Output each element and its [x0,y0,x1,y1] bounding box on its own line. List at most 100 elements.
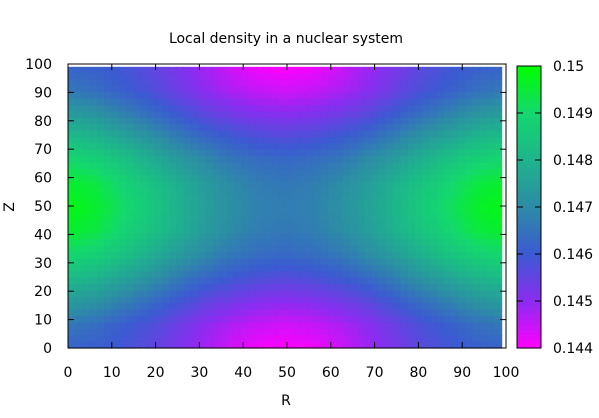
heatmap-cell [227,259,235,266]
heatmap-cell [270,303,278,310]
heatmap-cell [227,284,235,291]
heatmap-cell [480,195,488,202]
heatmap-cell [162,182,170,189]
heatmap-cell [97,246,105,253]
heatmap-cell [234,207,242,214]
heatmap-cell [335,73,343,80]
heatmap-cell [343,195,351,202]
heatmap-cell [444,239,452,246]
heatmap-cell [364,297,372,304]
heatmap-cell [82,131,90,138]
heatmap-cell [169,175,177,182]
heatmap-cell [249,227,257,234]
heatmap-cell [494,214,502,221]
heatmap-cell [111,227,119,234]
heatmap-cell [249,188,257,195]
heatmap-cell [68,259,76,266]
heatmap-cell [155,252,163,259]
heatmap-cell [465,67,473,74]
heatmap-cell [343,73,351,80]
heatmap-cell [140,112,148,119]
heatmap-cell [480,278,488,285]
heatmap-cell [314,86,322,93]
heatmap-cell [270,131,278,138]
colorbar-band [517,323,541,327]
heatmap-cell [68,105,76,112]
heatmap-cell [487,175,495,182]
heatmap-cell [97,322,105,329]
heatmap-cell [379,80,387,87]
heatmap-cell [249,335,257,342]
heatmap-cell [278,118,286,125]
heatmap-cell [372,137,380,144]
heatmap-cell [400,195,408,202]
heatmap-cell [191,329,199,336]
heatmap-cell [379,182,387,189]
heatmap-cell [140,150,148,157]
heatmap-cell [82,278,90,285]
heatmap-cell [162,278,170,285]
heatmap-cell [263,182,271,189]
heatmap-cell [299,92,307,99]
heatmap-cell [343,118,351,125]
colorbar-band [517,281,541,285]
heatmap-cell [343,86,351,93]
heatmap-cell [451,278,459,285]
heatmap-cell [148,214,156,221]
heatmap-cell [429,265,437,272]
heatmap-cell [68,265,76,272]
colorbar-band [517,129,541,133]
heatmap-cell [408,310,416,317]
heatmap-cell [343,150,351,157]
heatmap-cell [357,188,365,195]
heatmap-cell [90,207,98,214]
heatmap-cell [162,99,170,106]
heatmap-cell [306,303,314,310]
heatmap-cell [415,195,423,202]
heatmap-cell [429,303,437,310]
heatmap-cell [104,144,112,151]
heatmap-cell [82,297,90,304]
heatmap-cell [350,316,358,323]
heatmap-cell [444,246,452,253]
heatmap-cell [155,150,163,157]
heatmap-cell [487,303,495,310]
heatmap-cell [213,290,221,297]
heatmap-cell [220,322,228,329]
heatmap-cell [335,175,343,182]
heatmap-cell [169,156,177,163]
heatmap-cell [205,73,213,80]
heatmap-cell [234,182,242,189]
heatmap-cell [82,303,90,310]
heatmap-cell [278,182,286,189]
heatmap-cell [465,284,473,291]
heatmap-cell [299,131,307,138]
heatmap-cell [451,220,459,227]
heatmap-cell [263,144,271,151]
heatmap-cell [176,169,184,176]
heatmap-cell [393,92,401,99]
heatmap-cell [328,214,336,221]
heatmap-cell [278,271,286,278]
heatmap-cell [321,310,329,317]
heatmap-cell [422,290,430,297]
heatmap-cell [148,182,156,189]
heatmap-cell [408,284,416,291]
heatmap-cell [458,144,466,151]
heatmap-cell [343,322,351,329]
heatmap-cell [249,246,257,253]
heatmap-cell [213,322,221,329]
heatmap-cell [350,99,358,106]
heatmap-cell [451,144,459,151]
heatmap-cell [415,137,423,144]
heatmap-cell [328,335,336,342]
heatmap-cell [480,207,488,214]
heatmap-cell [487,227,495,234]
heatmap-cell [299,303,307,310]
heatmap-cell [234,259,242,266]
heatmap-cell [422,99,430,106]
heatmap-cell [140,80,148,87]
heatmap-cell [270,259,278,266]
heatmap-cell [234,195,242,202]
heatmap-cell [328,137,336,144]
